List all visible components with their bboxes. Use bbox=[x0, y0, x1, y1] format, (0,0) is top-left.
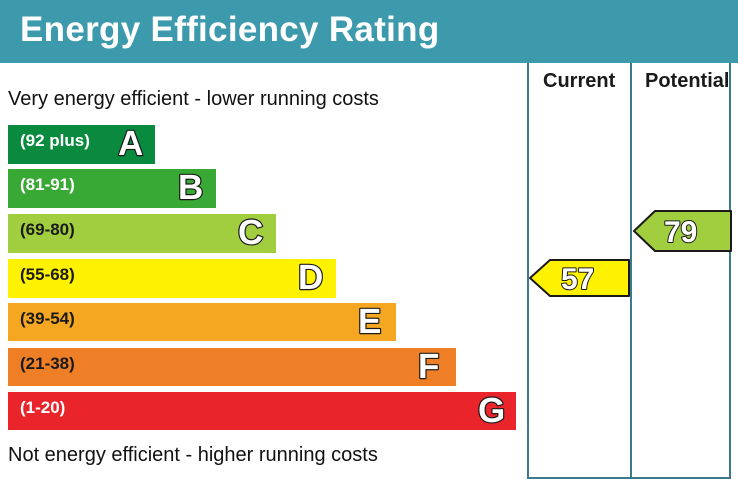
svg-text:D: D bbox=[298, 258, 323, 297]
svg-text:B: B bbox=[178, 168, 203, 207]
svg-text:57: 57 bbox=[561, 263, 594, 296]
svg-text:C: C bbox=[238, 213, 263, 252]
svg-text:A: A bbox=[118, 124, 143, 163]
svg-text:E: E bbox=[358, 302, 381, 341]
svg-text:G: G bbox=[478, 391, 505, 430]
svg-text:79: 79 bbox=[664, 216, 697, 249]
svg-text:F: F bbox=[418, 347, 439, 386]
